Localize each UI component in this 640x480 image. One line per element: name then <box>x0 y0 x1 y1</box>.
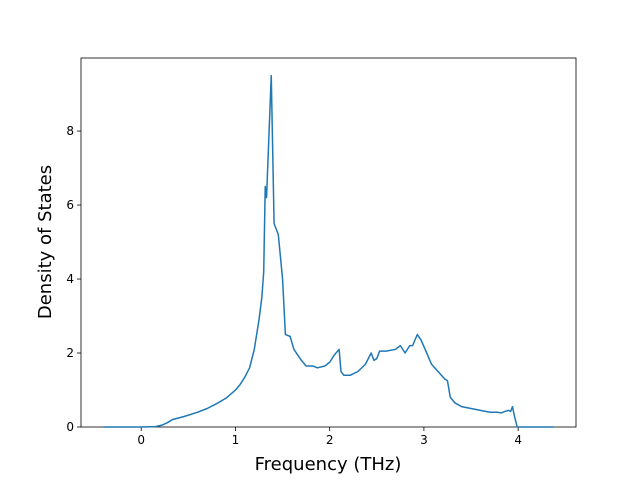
y-tick-label: 2 <box>66 346 74 360</box>
y-axis-label: Density of States <box>35 165 56 319</box>
y-tick-label: 8 <box>66 124 74 138</box>
x-tick-label: 1 <box>232 433 240 447</box>
x-tick-label: 2 <box>326 433 334 447</box>
y-tick-label: 6 <box>66 198 74 212</box>
x-tick-label: 3 <box>420 433 428 447</box>
plot-frame <box>80 57 577 428</box>
x-tick-label: 0 <box>137 433 145 447</box>
y-tick-label: 4 <box>66 272 74 286</box>
y-tick-label: 0 <box>66 420 74 434</box>
data-line <box>103 74 554 428</box>
x-tick-label: 4 <box>514 433 522 447</box>
x-axis-label: Frequency (THz) <box>255 454 402 475</box>
